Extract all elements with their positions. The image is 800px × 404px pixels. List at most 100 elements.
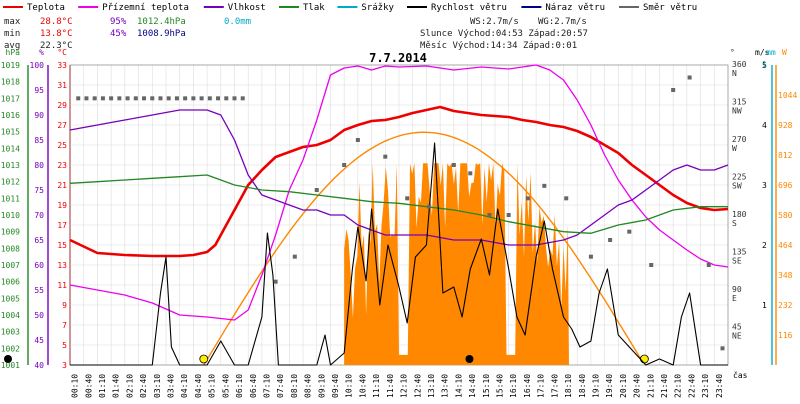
x-tick: 11:10 <box>372 374 381 398</box>
stats-block: max 28.8°C 95% 1012.4hPa 0.0mm min 13.8°… <box>4 17 588 51</box>
x-tick: 10:40 <box>358 374 367 398</box>
axis-hpa-tick: 1015 <box>1 128 20 137</box>
axis-deg-tick: 45 <box>732 323 742 332</box>
x-tick: 01:10 <box>98 374 107 398</box>
wind-direction-point <box>100 96 105 101</box>
x-tick: 08:40 <box>304 374 313 398</box>
wind-direction-point <box>649 263 654 267</box>
axis-dir-tick: NW <box>732 107 742 116</box>
axis-hpa-tick: 1007 <box>1 261 20 270</box>
wind-direction-point <box>117 96 122 101</box>
stat-max-rain: 0.0mm <box>224 17 251 27</box>
x-tick: 17:10 <box>537 374 546 398</box>
axis-w-tick: 696 <box>778 181 793 190</box>
x-tick: 15:40 <box>496 374 505 398</box>
legend-label: Přízemní teplota <box>102 3 189 13</box>
wind-direction-point <box>687 75 692 80</box>
wind-direction-point <box>183 96 188 101</box>
axis-w-label: W <box>782 48 787 57</box>
axis-pct-tick: 90 <box>34 111 44 120</box>
stat-min-hum: 45% <box>110 29 127 39</box>
axis-w-tick: 116 <box>778 331 793 340</box>
axis-degc-tick: 17 <box>57 221 67 230</box>
x-tick: 19:40 <box>605 374 614 398</box>
axis-degc-tick: 7 <box>62 321 67 330</box>
axis-dir-tick: S <box>732 219 737 228</box>
axis-pct-tick: 60 <box>34 261 44 270</box>
x-tick: 13:40 <box>441 374 450 398</box>
axis-hpa-tick: 1002 <box>1 344 20 353</box>
x-tick: 20:10 <box>619 374 628 398</box>
stat-max-hum: 95% <box>110 17 127 27</box>
stat-avg-label: avg <box>4 41 20 51</box>
axis-deg-tick: 270 <box>732 135 747 144</box>
moonrise-marker <box>465 355 474 363</box>
wind-direction-point <box>427 204 432 209</box>
wind-direction-point <box>706 263 711 267</box>
axis-degc-tick: 11 <box>57 281 67 290</box>
axis-hpa-tick: 1016 <box>1 111 20 120</box>
wind-direction-point <box>158 96 163 101</box>
axis-deg-tick: 225 <box>732 173 747 182</box>
wind-direction-point <box>191 96 196 101</box>
wind-direction-point <box>542 183 547 188</box>
axis-mm-label: mm <box>766 48 776 57</box>
axis-w-tick: 812 <box>778 151 793 160</box>
wind-direction-point <box>125 96 130 101</box>
axis-pct-tick: 70 <box>34 211 44 220</box>
stat-moon: Měsíc Východ:14:34 Západ:0:01 <box>420 41 577 51</box>
series-vlhkost <box>69 109 729 246</box>
x-tick: 06:10 <box>235 374 244 398</box>
axis-dir-tick: SE <box>732 257 742 266</box>
axis-degc-tick: 5 <box>62 341 67 350</box>
axis-ms-tick: 2 <box>762 241 767 250</box>
axis-degc-tick: 25 <box>57 141 67 150</box>
legend-label: Tlak <box>303 3 325 13</box>
x-tick: 04:40 <box>194 374 203 398</box>
axis-pct-label: % <box>39 48 44 57</box>
stat-sun: Slunce Východ:04:53 Západ:20:57 <box>420 29 588 39</box>
axis-hpa-tick: 1008 <box>1 244 20 253</box>
wind-direction-point <box>468 171 473 176</box>
x-tick: 19:10 <box>591 374 600 398</box>
axis-pct-tick: 100 <box>30 61 45 70</box>
axis-degc-tick: 21 <box>57 181 67 190</box>
wind-direction-point <box>564 196 569 201</box>
stat-ws: WS:2.7m/s <box>470 17 519 27</box>
wind-direction-point <box>525 196 530 201</box>
sun-elevation-line <box>203 131 644 366</box>
x-tick: 04:10 <box>180 374 189 398</box>
wind-direction-point <box>216 96 221 101</box>
x-tick: 13:10 <box>427 374 436 398</box>
wind-direction-point <box>292 254 297 259</box>
axis-degc-tick: 29 <box>57 101 67 110</box>
axis-degc-tick: 9 <box>62 301 67 310</box>
legend-label: Vlhkost <box>228 3 266 13</box>
wind-direction-point <box>240 96 245 101</box>
x-tick: 09:40 <box>331 374 340 398</box>
axis-dir-tick: NE <box>732 332 742 341</box>
wind-direction-point <box>487 213 492 217</box>
axis-w-tick: 464 <box>778 241 793 250</box>
axis-w-tick: 580 <box>778 211 793 220</box>
moon-marker <box>4 355 12 363</box>
x-tick: 12:10 <box>400 374 409 398</box>
axis-w-tick: 232 <box>778 301 793 310</box>
x-tick: 07:10 <box>262 374 271 398</box>
wind-direction-point <box>174 96 179 101</box>
x-tick: 07:40 <box>276 374 285 398</box>
x-tick: 02:40 <box>139 374 148 398</box>
wind-direction-point <box>383 154 388 159</box>
legend-label: Teplota <box>27 3 65 13</box>
axis-deg-tick: 90 <box>732 285 742 294</box>
axis-hpa-tick: 1017 <box>1 94 20 103</box>
legend-label: Směr větru <box>643 3 697 13</box>
axis-degc-tick: 3 <box>62 361 67 370</box>
x-tick: 16:10 <box>509 374 518 398</box>
wind-direction-point <box>199 96 204 101</box>
axis-degc-tick: 19 <box>57 201 67 210</box>
sunset-marker <box>639 354 649 364</box>
axis-degc-tick: 23 <box>57 161 67 170</box>
series-p-zemn-teplota <box>69 64 729 321</box>
wind-direction-point <box>150 96 155 101</box>
